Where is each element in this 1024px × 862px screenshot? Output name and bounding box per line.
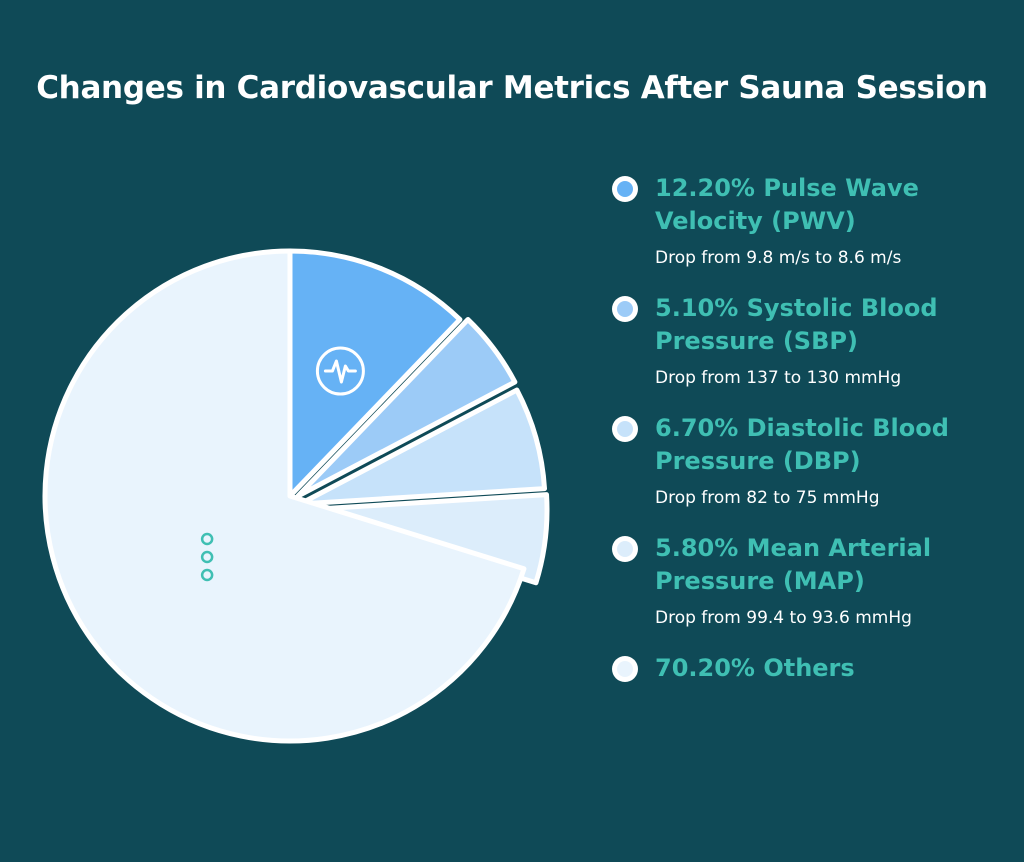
legend-marker <box>612 416 638 442</box>
legend-marker <box>612 176 638 202</box>
legend-detail: Drop from 99.4 to 93.6 mmHg <box>655 608 912 628</box>
pie-slice-1 <box>287 248 463 499</box>
legend-label: 12.20% Pulse Wave Velocity (PWV) <box>655 174 919 235</box>
legend-swatch <box>617 181 633 197</box>
pie-chart <box>42 248 550 744</box>
legend-marker <box>612 656 638 682</box>
legend-marker <box>612 296 638 322</box>
legend-label: 5.80% Mean Arterial Pressure (MAP) <box>655 534 932 595</box>
legend-item: 5.10% Systolic Blood Pressure (SBP) Drop … <box>612 292 1012 390</box>
legend-swatch <box>617 301 633 317</box>
legend-item: 12.20% Pulse Wave Velocity (PWV) Drop fro… <box>612 172 1012 270</box>
pie-slice-5 <box>42 248 527 744</box>
legend-detail: Drop from 137 to 130 mmHg <box>655 368 902 388</box>
legend-marker <box>612 536 638 562</box>
pie-slice-2 <box>295 317 518 499</box>
pulse-icon <box>315 346 365 396</box>
legend-swatch <box>617 661 633 677</box>
chart-title: Changes in Cardiovascular Metrics After … <box>36 70 988 106</box>
legend-label: 70.20% Others <box>655 654 855 682</box>
legend: 12.20% Pulse Wave Velocity (PWV) Drop fro… <box>612 172 1012 707</box>
pie-slice-3 <box>297 387 548 507</box>
legend-detail: Drop from 9.8 m/s to 8.6 m/s <box>655 248 902 268</box>
legend-item: 6.70% Diastolic Blood Pressure (DBP) Drop… <box>612 412 1012 510</box>
ellipsis-icon <box>200 532 214 582</box>
legend-item: 70.20% Others <box>612 652 1012 685</box>
legend-detail: Drop from 82 to 75 mmHg <box>655 488 880 508</box>
legend-item: 5.80% Mean Arterial Pressure (MAP) Drop f… <box>612 532 1012 630</box>
legend-label: 6.70% Diastolic Blood Pressure (DBP) <box>655 414 949 475</box>
legend-swatch <box>617 541 633 557</box>
legend-swatch <box>617 421 633 437</box>
legend-label: 5.10% Systolic Blood Pressure (SBP) <box>655 294 938 355</box>
